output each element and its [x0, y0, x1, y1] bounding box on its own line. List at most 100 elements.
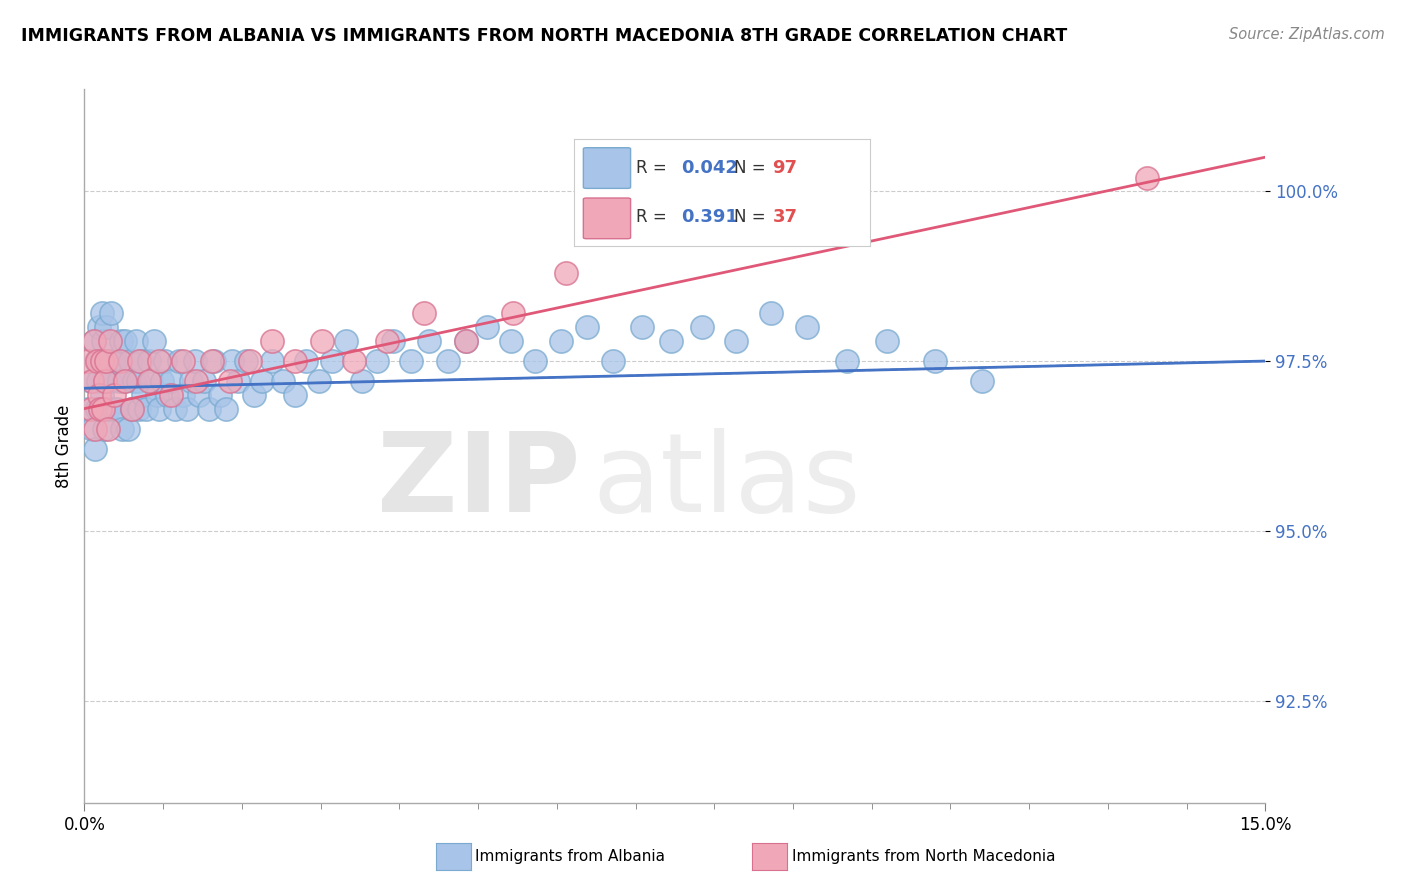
Text: Immigrants from North Macedonia: Immigrants from North Macedonia — [792, 849, 1054, 863]
Point — [970, 375, 993, 389]
Point — [183, 354, 205, 368]
Point — [235, 354, 257, 368]
Point — [163, 401, 186, 416]
Point — [94, 375, 117, 389]
Point — [172, 388, 194, 402]
Point — [148, 354, 170, 368]
Point — [335, 334, 357, 348]
Point — [98, 334, 121, 348]
Point — [602, 354, 624, 368]
Text: IMMIGRANTS FROM ALBANIA VS IMMIGRANTS FROM NORTH MACEDONIA 8TH GRADE CORRELATION: IMMIGRANTS FROM ALBANIA VS IMMIGRANTS FR… — [21, 27, 1067, 45]
Point — [502, 306, 524, 320]
Point — [148, 401, 170, 416]
Point — [311, 334, 333, 348]
Point — [129, 354, 152, 368]
Point — [413, 306, 436, 320]
Text: R =: R = — [637, 159, 672, 177]
Point — [725, 334, 748, 348]
Point — [180, 375, 202, 389]
Text: 0.042: 0.042 — [681, 159, 738, 177]
Text: atlas: atlas — [592, 428, 860, 535]
Point — [97, 401, 120, 416]
Point — [242, 388, 264, 402]
Point — [418, 334, 440, 348]
Point — [98, 375, 121, 389]
Point — [122, 375, 145, 389]
Point — [659, 334, 682, 348]
Point — [77, 401, 100, 416]
Point — [343, 354, 366, 368]
Point — [128, 354, 150, 368]
Point — [575, 320, 598, 334]
Point — [127, 375, 149, 389]
Point — [153, 354, 176, 368]
Point — [89, 401, 111, 416]
Point — [90, 354, 112, 368]
Point — [84, 422, 107, 436]
Point — [114, 334, 136, 348]
Text: 37: 37 — [772, 209, 797, 227]
Point — [101, 354, 124, 368]
Point — [87, 375, 110, 389]
Text: ZIP: ZIP — [377, 428, 581, 535]
Point — [84, 354, 107, 368]
Text: R =: R = — [637, 209, 672, 227]
Point — [111, 422, 134, 436]
Point — [201, 354, 224, 368]
Point — [187, 388, 209, 402]
Point — [260, 354, 283, 368]
Point — [630, 320, 652, 334]
Point — [108, 354, 131, 368]
Text: Immigrants from Albania: Immigrants from Albania — [475, 849, 665, 863]
Point — [83, 334, 105, 348]
Point — [132, 388, 155, 402]
Point — [97, 422, 120, 436]
Point — [308, 375, 330, 389]
Text: 0.391: 0.391 — [681, 209, 738, 227]
FancyBboxPatch shape — [583, 198, 630, 239]
Point — [83, 334, 105, 348]
Point — [350, 375, 373, 389]
Point — [108, 375, 131, 389]
Point — [835, 354, 858, 368]
Point — [202, 354, 225, 368]
Point — [93, 422, 115, 436]
Point — [193, 375, 215, 389]
Point — [89, 354, 111, 368]
Point — [221, 354, 243, 368]
Point — [456, 334, 478, 348]
Point — [100, 306, 122, 320]
Point — [759, 306, 782, 320]
Point — [142, 334, 165, 348]
Point — [79, 375, 101, 389]
Point — [107, 401, 129, 416]
Point — [437, 354, 460, 368]
Point — [87, 388, 110, 402]
Point — [555, 266, 578, 280]
Point — [114, 375, 136, 389]
Point — [284, 354, 307, 368]
Point — [96, 354, 118, 368]
Point — [90, 354, 112, 368]
Point — [172, 354, 194, 368]
Point — [117, 422, 139, 436]
Point — [239, 354, 262, 368]
Point — [382, 334, 405, 348]
Point — [219, 375, 242, 389]
Text: N =: N = — [734, 159, 770, 177]
Point — [124, 334, 146, 348]
Point — [1136, 170, 1159, 185]
Point — [176, 401, 198, 416]
Point — [87, 320, 110, 334]
Point — [456, 334, 478, 348]
Point — [86, 401, 108, 416]
FancyBboxPatch shape — [583, 148, 630, 188]
Point — [226, 375, 249, 389]
Point — [79, 401, 101, 416]
Point — [796, 320, 818, 334]
Point — [86, 354, 108, 368]
Point — [135, 401, 157, 416]
Point — [91, 334, 114, 348]
Point — [94, 320, 117, 334]
Point — [91, 388, 114, 402]
